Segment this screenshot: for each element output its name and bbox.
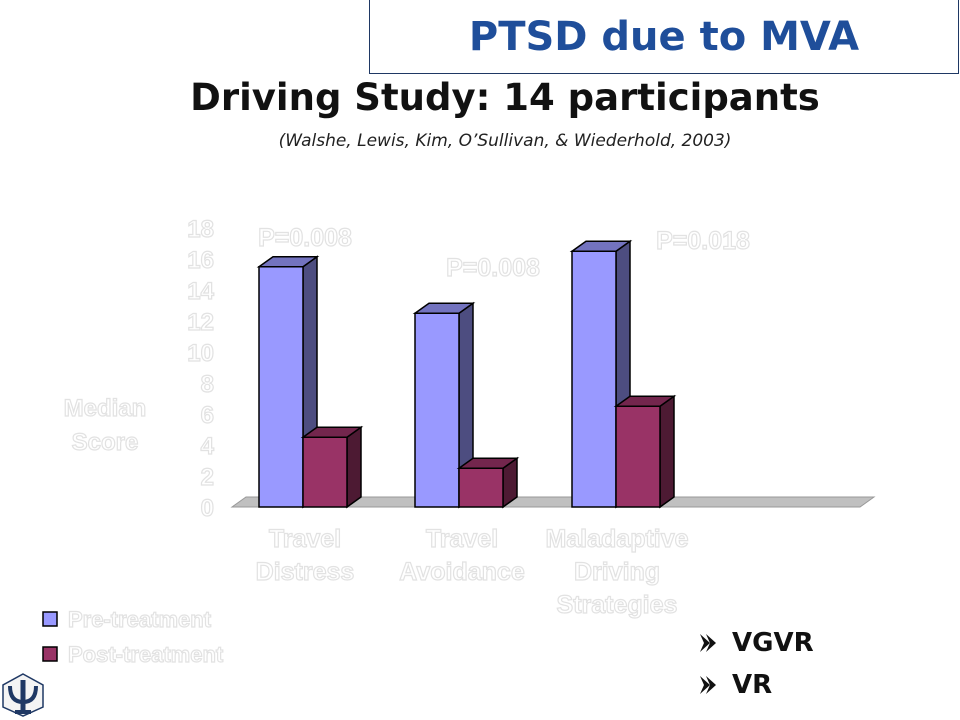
bar-front bbox=[571, 250, 617, 508]
p-value-annotation: P=0.018 bbox=[656, 227, 750, 255]
bar-post-1 bbox=[300, 425, 364, 509]
bullet-item-vgvr: VGVR bbox=[700, 628, 814, 658]
title-box: PTSD due to MVA bbox=[369, 0, 959, 74]
bullet-item-vr: VR bbox=[700, 670, 814, 700]
bar-post-3 bbox=[613, 394, 677, 509]
y-tick-label: 18 bbox=[187, 216, 214, 243]
y-tick-label: 16 bbox=[187, 247, 214, 274]
slide-title: PTSD due to MVA bbox=[468, 13, 860, 60]
y-tick-label: 12 bbox=[187, 309, 214, 336]
slide-citation: (Walshe, Lewis, Kim, O’Sullivan, & Wiede… bbox=[278, 131, 732, 151]
p-value-annotation: P=0.008 bbox=[258, 224, 352, 252]
bar-front bbox=[414, 312, 460, 508]
y-tick-label: 4 bbox=[201, 433, 215, 460]
x-category-label: Maladaptive bbox=[545, 525, 688, 553]
bullet-list: VGVR VR bbox=[700, 628, 814, 712]
bar-front bbox=[258, 266, 304, 508]
arrow-bullet-icon bbox=[700, 634, 716, 652]
x-category-label: Strategies bbox=[557, 591, 678, 619]
bar-pre-2 bbox=[412, 301, 476, 509]
psi-logo-icon bbox=[2, 673, 44, 717]
bar-side bbox=[659, 394, 675, 509]
y-tick-label: 0 bbox=[201, 495, 214, 522]
bar-post-2 bbox=[456, 456, 520, 509]
y-tick-label: 10 bbox=[187, 340, 214, 367]
x-category-label: Driving bbox=[574, 558, 660, 586]
p-value-annotation: P=0.008 bbox=[446, 254, 540, 282]
y-tick-label: 14 bbox=[187, 278, 214, 305]
legend-swatch bbox=[42, 646, 58, 662]
x-category-label: Travel bbox=[269, 525, 341, 553]
legend-swatch bbox=[42, 611, 58, 627]
legend-label: Post-treatment bbox=[68, 642, 224, 667]
arrow-bullet-icon bbox=[700, 676, 716, 694]
y-tick-label: 8 bbox=[201, 371, 214, 398]
bar-front bbox=[615, 405, 661, 508]
x-category-label: Travel bbox=[426, 525, 498, 553]
slide-heading: Driving Study: 14 participants bbox=[190, 76, 820, 119]
bar-front bbox=[302, 436, 348, 508]
bullet-label: VGVR bbox=[732, 628, 814, 658]
bar-side bbox=[346, 425, 362, 509]
x-category-label: Avoidance bbox=[399, 558, 525, 586]
bullet-label: VR bbox=[732, 670, 773, 700]
y-tick-label: 6 bbox=[201, 402, 214, 429]
legend-label: Pre-treatment bbox=[68, 607, 212, 632]
y-axis-label: Median bbox=[64, 395, 147, 422]
y-axis-label: Score bbox=[72, 429, 139, 456]
bar-front bbox=[458, 467, 504, 508]
x-category-label: Distress bbox=[256, 558, 355, 586]
y-tick-label: 2 bbox=[201, 464, 214, 491]
